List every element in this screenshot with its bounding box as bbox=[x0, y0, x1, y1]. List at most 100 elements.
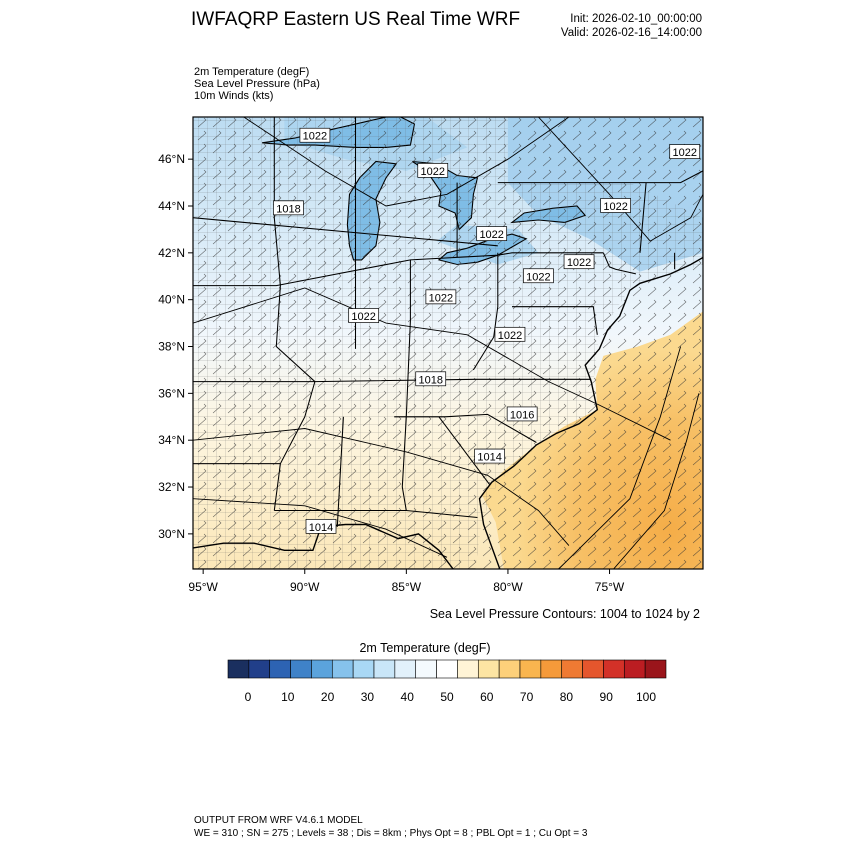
atlantic-coastline bbox=[478, 256, 703, 569]
colorbar-bin bbox=[457, 659, 479, 679]
svg-text:1022: 1022 bbox=[672, 147, 696, 159]
isobar bbox=[193, 428, 570, 546]
colorbar-bin bbox=[373, 659, 396, 679]
field-label-pressure: Sea Level Pressure (hPa) bbox=[194, 78, 320, 90]
isobar bbox=[243, 117, 570, 207]
colorbar-bin bbox=[519, 659, 542, 679]
state-boundary bbox=[274, 509, 478, 519]
svg-text:1022: 1022 bbox=[303, 131, 327, 143]
pressure-label: 1018 bbox=[415, 371, 447, 386]
isobar bbox=[193, 498, 448, 558]
svg-text:1016: 1016 bbox=[510, 409, 534, 421]
colorbar-tick-label: 40 bbox=[401, 690, 415, 704]
lon-tick-label: 90°W bbox=[290, 580, 320, 594]
pressure-label: 1022 bbox=[476, 226, 508, 241]
svg-text:1014: 1014 bbox=[309, 522, 333, 534]
colorbar-bin bbox=[352, 659, 375, 679]
lat-tick-label: 36°N bbox=[158, 386, 185, 400]
colorbar-bin bbox=[227, 659, 250, 679]
pressure-label: 1022 bbox=[669, 144, 701, 159]
colorbar-bin bbox=[603, 659, 625, 679]
colorbar-bin bbox=[561, 659, 583, 679]
lat-tick-label: 44°N bbox=[158, 199, 185, 213]
valid-time: Valid: 2026-02-16_14:00:00 bbox=[560, 27, 702, 39]
colorbar-bin bbox=[436, 659, 458, 679]
svg-text:1022: 1022 bbox=[567, 257, 591, 269]
pressure-label: 1022 bbox=[600, 198, 631, 213]
colorbar-tick-label: 60 bbox=[480, 690, 494, 704]
state-boundary bbox=[497, 170, 703, 184]
colorbar-tick-label: 50 bbox=[440, 690, 454, 704]
colorbar-tick-label: 30 bbox=[361, 690, 375, 704]
colorbar-tick-label: 90 bbox=[600, 690, 614, 704]
colorbar-bin bbox=[394, 659, 417, 679]
pressure-label: 1022 bbox=[425, 289, 457, 304]
lon-tick-label: 85°W bbox=[392, 580, 422, 594]
svg-text:1022: 1022 bbox=[603, 201, 627, 213]
svg-text:1022: 1022 bbox=[479, 229, 503, 241]
svg-text:1022: 1022 bbox=[351, 311, 375, 323]
init-time: Init: 2026-02-10_00:00:00 bbox=[570, 13, 702, 25]
lat-tick-label: 32°N bbox=[158, 480, 185, 494]
map-title: IWFAQRP Eastern US Real Time WRF bbox=[191, 9, 521, 30]
svg-text:1018: 1018 bbox=[276, 203, 300, 215]
pressure-label: 1022 bbox=[563, 254, 595, 269]
pressure-label: 1016 bbox=[506, 406, 538, 421]
colorbar-tick-label: 80 bbox=[560, 690, 574, 704]
contour-note: Sea Level Pressure Contours: 1004 to 102… bbox=[429, 607, 700, 621]
lon-tick-label: 75°W bbox=[595, 580, 625, 594]
model-info: OUTPUT FROM WRF V4.6.1 MODEL bbox=[194, 815, 363, 826]
lat-tick-label: 34°N bbox=[158, 433, 185, 447]
state-boundary bbox=[512, 306, 598, 335]
colorbar-title: 2m Temperature (degF) bbox=[359, 641, 491, 655]
pressure-label: 1022 bbox=[417, 163, 449, 178]
colorbar-bin bbox=[582, 659, 604, 679]
lat-tick-label: 30°N bbox=[158, 527, 185, 541]
svg-text:1022: 1022 bbox=[421, 166, 445, 178]
pressure-label: 1014 bbox=[305, 518, 337, 534]
colorbar-bin bbox=[477, 659, 500, 679]
lat-tick-label: 40°N bbox=[158, 293, 185, 307]
colorbar-bin bbox=[644, 659, 667, 679]
colorbar-bin bbox=[540, 659, 563, 679]
isobar bbox=[193, 287, 671, 441]
field-label-winds: 10m Winds (kts) bbox=[194, 90, 274, 102]
lat-tick-label: 42°N bbox=[158, 246, 185, 260]
colorbar-bin bbox=[623, 659, 646, 679]
colorbar-bin bbox=[269, 659, 291, 679]
colorbar-bin bbox=[331, 659, 354, 679]
colorbar-bin bbox=[311, 659, 333, 679]
lon-tick-label: 95°W bbox=[188, 580, 218, 594]
svg-text:1018: 1018 bbox=[418, 374, 442, 386]
colorbar-tick-label: 0 bbox=[245, 690, 252, 704]
lon-tick-label: 80°W bbox=[493, 580, 523, 594]
svg-text:1022: 1022 bbox=[526, 271, 550, 283]
state-boundary bbox=[193, 217, 498, 247]
colorbar-bin bbox=[498, 659, 521, 679]
colorbar-bin bbox=[248, 659, 271, 679]
colorbar-tick-label: 100 bbox=[636, 690, 656, 704]
colorbar-tick-label: 20 bbox=[321, 690, 335, 704]
colorbar-bin bbox=[415, 659, 437, 679]
svg-text:1022: 1022 bbox=[429, 292, 453, 304]
colorbar-tick-label: 10 bbox=[281, 690, 295, 704]
pressure-label: 1022 bbox=[494, 326, 526, 342]
pressure-label: 1022 bbox=[299, 127, 331, 143]
svg-text:1022: 1022 bbox=[498, 330, 522, 342]
pressure-label: 1014 bbox=[474, 448, 506, 464]
state-boundary bbox=[602, 252, 637, 275]
pressure-label: 1018 bbox=[273, 200, 304, 215]
colorbar-bin bbox=[290, 659, 312, 679]
colorbar-tick-label: 70 bbox=[520, 690, 534, 704]
lat-tick-label: 38°N bbox=[158, 340, 185, 354]
lat-tick-label: 46°N bbox=[158, 152, 185, 166]
state-boundary bbox=[639, 182, 647, 253]
state-boundary bbox=[193, 252, 604, 287]
field-label-temperature: 2m Temperature (degF) bbox=[194, 66, 310, 78]
isobar bbox=[558, 346, 682, 569]
state-boundary bbox=[394, 413, 537, 443]
state-boundary bbox=[273, 117, 316, 511]
map-frame bbox=[192, 116, 704, 570]
svg-text:1014: 1014 bbox=[477, 452, 501, 464]
